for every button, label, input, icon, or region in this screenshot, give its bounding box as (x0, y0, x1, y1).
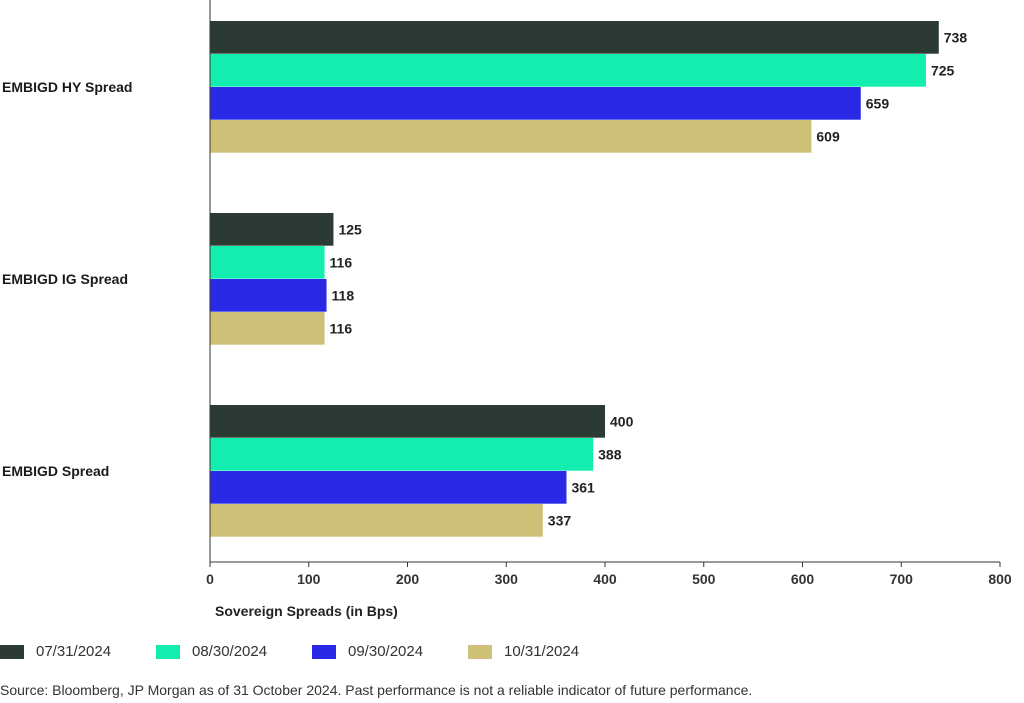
x-tick-label-1: 0 (206, 571, 214, 587)
category-labels-group: EMBIGD HY Spread EMBIGD IG Spread EMBIGD S… (2, 79, 132, 479)
category-label-2: EMBIGD IG Spread (2, 271, 128, 287)
x-tick-label-8: 700 (890, 571, 914, 587)
bar-2-series-3 (210, 279, 327, 312)
legend-swatch-series-4 (468, 644, 492, 659)
bar-1-series-1 (210, 21, 939, 54)
legend-item-series-4: 10/31/2024 (468, 643, 579, 660)
x-tick-label-7: 600 (791, 571, 815, 587)
bar-2-series-1 (210, 213, 334, 246)
bar-3-series-1 (210, 405, 605, 438)
x-tick-label-3: 200 (396, 571, 420, 587)
legend-swatch-series-1 (0, 644, 24, 659)
bar-1-series-2 (210, 54, 926, 87)
bar-chart: 738 725 659 609 125 116 118 116 400 388 361 337 EMB… (2, 0, 1012, 619)
value-label-2-series-4: 116 (330, 321, 353, 337)
value-labels-group: 738 725 659 609 125 116 118 116 400 388 361 337 (330, 30, 968, 529)
value-label-3-series-1: 400 (610, 414, 634, 430)
x-tick-label-4: 300 (495, 571, 519, 587)
value-label-3-series-2: 388 (598, 447, 622, 463)
legend-item-series-3: 09/30/2024 (312, 643, 423, 660)
x-ticks-group: 0 100 200 300 400 500 600 700 800 (206, 562, 1012, 587)
x-tick-label-5: 400 (593, 571, 617, 587)
value-label-1-series-1: 738 (944, 30, 968, 46)
legend-item-series-1: 07/31/2024 (0, 643, 111, 660)
bar-2-series-4 (210, 312, 325, 345)
bar-3-series-2 (210, 438, 594, 471)
value-label-3-series-4: 337 (548, 513, 572, 529)
legend-label-series-1: 07/31/2024 (36, 643, 112, 660)
legend-label-series-4: 10/31/2024 (504, 643, 580, 660)
value-label-2-series-1: 125 (338, 222, 362, 238)
bars-group (210, 21, 939, 537)
bar-3-series-4 (210, 504, 543, 537)
x-tick-label-6: 500 (692, 571, 716, 587)
legend-item-series-2: 08/30/2024 (156, 643, 267, 660)
value-label-3-series-3: 361 (571, 480, 595, 496)
bar-1-series-3 (210, 87, 861, 120)
bar-1-series-4 (210, 120, 812, 153)
value-label-1-series-3: 659 (866, 96, 890, 112)
bar-3-series-3 (210, 471, 567, 504)
legend-label-series-2: 08/30/2024 (192, 643, 268, 660)
value-label-1-series-4: 609 (816, 129, 840, 145)
legend-swatch-series-2 (156, 644, 180, 659)
bar-2-series-2 (210, 246, 325, 279)
category-label-3: EMBIGD Spread (2, 463, 109, 479)
x-tick-label-9: 800 (988, 571, 1012, 587)
category-label-1: EMBIGD HY Spread (2, 79, 132, 95)
value-label-2-series-3: 118 (332, 288, 355, 304)
legend-label-series-3: 09/30/2024 (348, 643, 424, 660)
value-label-1-series-2: 725 (931, 63, 955, 79)
x-axis-title: Sovereign Spreads (in Bps) (215, 603, 398, 619)
legend-swatch-series-3 (312, 644, 336, 659)
value-label-2-series-2: 116 (330, 255, 353, 271)
source-note: Source: Bloomberg, JP Morgan as of 31 Oc… (0, 682, 753, 698)
legend: 07/31/2024 08/30/2024 09/30/2024 10/31/2… (0, 643, 1024, 665)
x-tick-label-2: 100 (297, 571, 321, 587)
